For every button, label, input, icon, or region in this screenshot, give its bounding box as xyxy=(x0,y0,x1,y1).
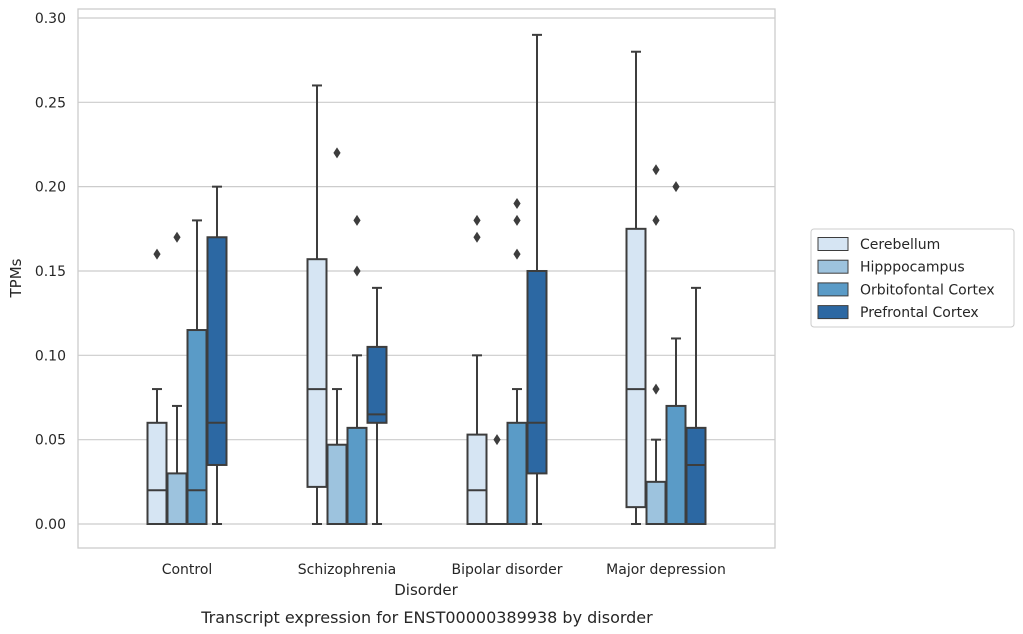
box-body xyxy=(326,443,348,525)
box-body xyxy=(625,227,647,509)
plot-frame xyxy=(77,8,776,549)
box-orbitofontal-cortex xyxy=(506,198,528,526)
box-cerebellum xyxy=(306,84,328,525)
outlier-point xyxy=(513,248,521,260)
x-tick-label: Control xyxy=(162,562,213,578)
box-hipppocampus xyxy=(326,147,348,525)
box-body xyxy=(506,421,528,526)
box-body xyxy=(466,433,488,525)
box-body xyxy=(306,258,328,488)
legend-swatch xyxy=(817,282,849,297)
box-hipppocampus xyxy=(645,164,667,525)
x-tick-label: Schizophrenia xyxy=(298,562,396,578)
box-body xyxy=(206,236,228,466)
box-body xyxy=(366,345,388,424)
outlier-point xyxy=(652,164,660,176)
outlier-point xyxy=(333,147,341,159)
y-tick-label: 0.00 xyxy=(35,517,66,533)
legend-swatch xyxy=(817,259,849,274)
x-tick-label: Bipolar disorder xyxy=(451,562,562,578)
x-tick-labels: Control Schizophrenia Bipolar disorder Majo… xyxy=(162,562,726,578)
outlier-point xyxy=(153,248,161,260)
y-tick-label: 0.15 xyxy=(35,264,66,280)
y-tick-label: 0.25 xyxy=(35,95,66,111)
legend-frame xyxy=(810,228,1015,328)
legend-label: Prefrontal Cortex xyxy=(860,305,979,321)
y-tick-label: 0.10 xyxy=(35,348,66,364)
box-body xyxy=(186,329,208,526)
box-hipppocampus xyxy=(166,231,188,525)
box-cerebellum xyxy=(625,50,647,525)
outlier-point xyxy=(353,214,361,226)
outlier-point xyxy=(473,231,481,243)
outlier-point xyxy=(173,231,181,243)
legend-label: Hipppocampus xyxy=(860,260,965,276)
y-tick-label: 0.30 xyxy=(35,11,66,27)
box-prefrontal-cortex xyxy=(685,286,707,525)
outlier-point xyxy=(493,434,501,446)
box-body xyxy=(685,426,707,525)
legend-label: Orbitofontal Cortex xyxy=(860,282,995,298)
box-orbitofontal-cortex xyxy=(346,214,368,525)
y-axis-label: TPMs xyxy=(7,258,25,298)
legend-swatch xyxy=(817,237,849,251)
outlier-point xyxy=(513,214,521,226)
box-cerebellum xyxy=(146,248,168,526)
x-tick-label: Major depression xyxy=(606,562,726,578)
box-body xyxy=(166,472,188,525)
legend-swatch xyxy=(817,305,849,320)
box-prefrontal-cortex xyxy=(526,33,548,525)
x-axis-label: Disorder xyxy=(394,581,458,599)
box-orbitofontal-cortex xyxy=(186,219,208,526)
y-tick-label: 0.20 xyxy=(35,180,66,196)
outlier-point xyxy=(652,214,660,226)
box-body xyxy=(665,404,687,525)
y-tick-labels: 0.00 0.05 0.10 0.15 0.20 0.25 0.30 xyxy=(35,11,66,533)
outlier-point xyxy=(353,265,361,277)
legend: Cerebellum Hipppocampus Orbitofontal Corte… xyxy=(810,228,1015,328)
box-series xyxy=(146,33,707,526)
box-prefrontal-cortex xyxy=(206,185,228,525)
chart-caption: Transcript expression for ENST0000038993… xyxy=(200,608,653,627)
outlier-point xyxy=(513,198,521,210)
box-prefrontal-cortex xyxy=(366,286,388,525)
outlier-point xyxy=(652,383,660,395)
box-cerebellum xyxy=(466,214,488,525)
box-body xyxy=(146,421,168,526)
box-body xyxy=(346,426,368,525)
box-body xyxy=(645,480,667,525)
y-tick-label: 0.05 xyxy=(35,433,66,449)
outlier-point xyxy=(473,214,481,226)
legend-label: Cerebellum xyxy=(860,237,940,253)
box-hipppocampus xyxy=(486,434,508,526)
box-orbitofontal-cortex xyxy=(665,181,687,525)
box-body xyxy=(526,269,548,475)
outlier-point xyxy=(672,181,680,193)
